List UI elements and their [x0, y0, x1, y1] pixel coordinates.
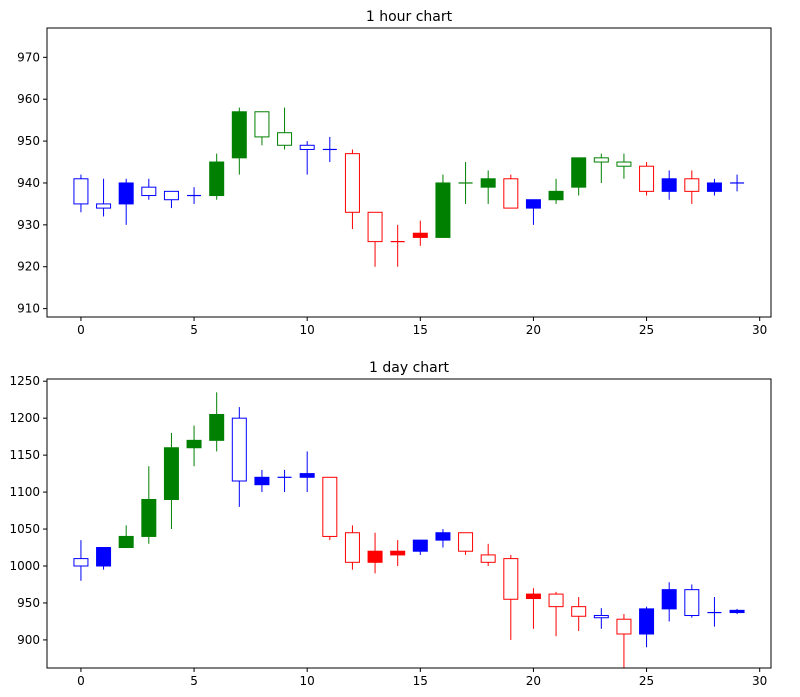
candle-body — [639, 165, 655, 192]
candle-body — [706, 182, 722, 192]
x-tick-label: 0 — [77, 323, 85, 337]
x-tick-label: 25 — [639, 323, 654, 337]
candle-body — [299, 473, 315, 478]
candle-body — [593, 157, 609, 163]
x-tick-label: 20 — [526, 674, 541, 688]
candle-body — [186, 439, 202, 449]
y-tick-label: 1250 — [9, 374, 40, 388]
x-tick-label: 25 — [639, 674, 654, 688]
candle-body — [684, 589, 700, 617]
candle-body — [435, 182, 451, 238]
x-tick-label: 10 — [300, 674, 315, 688]
candle-body — [480, 554, 496, 563]
candle-body — [458, 532, 474, 552]
plot-frame — [46, 378, 772, 669]
candle-body — [73, 178, 89, 205]
chart-title: 1 hour chart — [366, 9, 453, 25]
candle-body — [118, 182, 134, 205]
candle-body — [322, 476, 338, 537]
candle-body — [548, 593, 564, 608]
candle-body — [729, 609, 745, 614]
candle-body — [412, 232, 428, 238]
candle-body — [616, 161, 632, 167]
candle-body — [96, 547, 112, 567]
candle-body — [209, 413, 225, 441]
candle-body — [661, 178, 677, 192]
y-tick-label: 900 — [17, 633, 40, 647]
y-tick-label: 1150 — [9, 448, 40, 462]
x-tick-label: 10 — [300, 323, 315, 337]
candle-body — [344, 532, 360, 563]
x-tick-label: 5 — [190, 323, 198, 337]
x-tick-label: 30 — [752, 674, 767, 688]
candle-body — [299, 144, 315, 150]
candle-body — [367, 211, 383, 243]
candle-body — [571, 606, 587, 617]
candle-body — [141, 498, 157, 537]
x-tick-label: 30 — [752, 323, 767, 337]
candle-body — [254, 476, 270, 486]
candle-body — [163, 447, 179, 500]
y-tick-label: 1200 — [9, 411, 40, 425]
candle-body — [277, 132, 293, 146]
candle-body — [616, 618, 632, 635]
candle-body — [344, 153, 360, 213]
y-tick-label: 910 — [17, 302, 40, 316]
x-tick-label: 20 — [526, 323, 541, 337]
y-tick-label: 960 — [17, 92, 40, 106]
candle-body — [639, 608, 655, 635]
plot-frame — [46, 27, 772, 318]
y-tick-label: 940 — [17, 176, 40, 190]
candle-body — [367, 550, 383, 563]
candle-body — [254, 111, 270, 138]
x-tick-label: 5 — [190, 674, 198, 688]
candle-body — [503, 558, 519, 600]
candle-body — [209, 161, 225, 197]
candle-body — [141, 186, 157, 197]
y-tick-label: 950 — [17, 596, 40, 610]
y-tick-label: 920 — [17, 260, 40, 274]
y-tick-label: 970 — [17, 50, 40, 64]
chart-title: 1 day chart — [369, 360, 449, 376]
chart-panel-1: 1 day chart 0 5 10 15 20 25 30 900 950 1000 1050 110… — [9, 360, 772, 688]
x-tick-label: 15 — [413, 323, 428, 337]
candle-body — [163, 190, 179, 201]
candle-body — [661, 589, 677, 610]
candle-body — [593, 615, 609, 619]
candles-group — [73, 107, 745, 267]
candle-body — [684, 178, 700, 192]
y-tick-label: 1000 — [9, 559, 40, 573]
candle-body — [503, 178, 519, 209]
y-tick-label: 950 — [17, 134, 40, 148]
candle-body — [525, 199, 541, 209]
chart-panel-0: 1 hour chart 0 5 10 15 20 25 30 910 920 930 940 950 9… — [17, 9, 772, 337]
y-tick-label: 1050 — [9, 522, 40, 536]
candle-body — [231, 417, 247, 482]
candles-group — [73, 392, 745, 668]
candle-body — [118, 535, 134, 549]
candle-body — [571, 157, 587, 188]
candle-body — [548, 190, 564, 201]
candle-body — [231, 111, 247, 159]
candle-body — [525, 593, 541, 600]
y-tick-label: 1100 — [9, 485, 40, 499]
y-tick-label: 930 — [17, 218, 40, 232]
candle-body — [390, 550, 406, 556]
candle-body — [480, 178, 496, 188]
candle-body — [435, 532, 451, 541]
candle-body — [412, 539, 428, 552]
candle-body — [73, 558, 89, 567]
x-tick-label: 0 — [77, 674, 85, 688]
x-tick-label: 15 — [413, 674, 428, 688]
candle-body — [96, 203, 112, 209]
